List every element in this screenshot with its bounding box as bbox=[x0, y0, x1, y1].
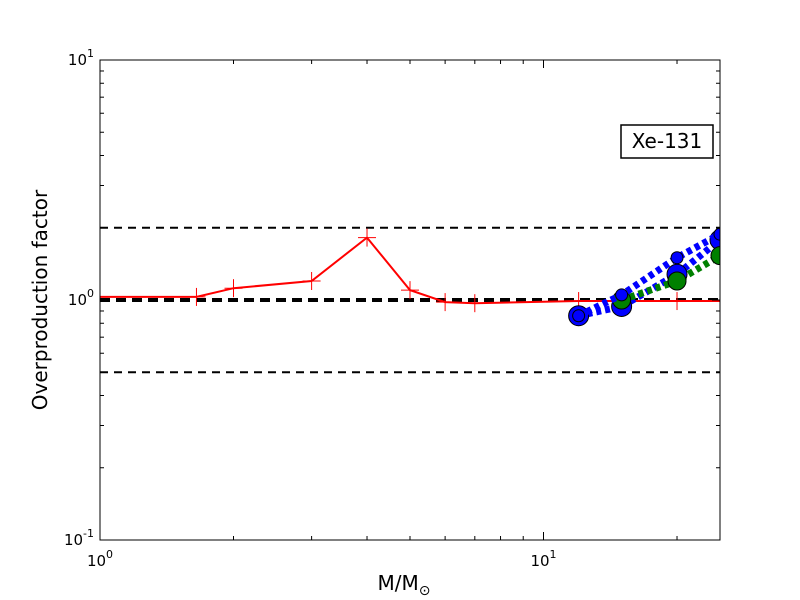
y-tick-exponent: 0 bbox=[87, 287, 94, 300]
data-point bbox=[668, 292, 687, 311]
x-axis-label: M/M⊙ bbox=[378, 571, 431, 599]
data-point bbox=[358, 228, 377, 247]
x-tick-exponent: 0 bbox=[106, 548, 113, 561]
data-point bbox=[224, 279, 243, 298]
data-point bbox=[572, 309, 586, 323]
x-axis-label-main: M/M bbox=[378, 571, 419, 595]
data-point bbox=[615, 288, 629, 302]
y-tick-base: 10 bbox=[64, 531, 83, 549]
data-point bbox=[436, 293, 455, 312]
data-point bbox=[401, 281, 419, 300]
series-4 bbox=[572, 227, 720, 323]
x-axis-label-subscript: ⊙ bbox=[419, 583, 431, 599]
data-point bbox=[711, 292, 720, 311]
annotation-label: Xe-131 bbox=[632, 129, 703, 153]
y-tick-label: 10-1 bbox=[64, 527, 94, 549]
x-tick-exponent: 1 bbox=[550, 548, 557, 561]
y-tick-label: 100 bbox=[68, 287, 94, 309]
y-tick-label: 101 bbox=[68, 47, 94, 69]
data-point bbox=[670, 251, 684, 265]
x-tick-base: 10 bbox=[87, 552, 106, 570]
data-point bbox=[302, 271, 321, 290]
y-axis-label: Overproduction factor bbox=[28, 189, 52, 410]
y-tick-exponent: -1 bbox=[83, 527, 94, 540]
y-tick-exponent: 1 bbox=[87, 47, 94, 60]
data-point bbox=[710, 246, 720, 266]
data-point bbox=[713, 227, 720, 241]
series-line bbox=[577, 237, 720, 320]
x-tick-base: 10 bbox=[530, 552, 549, 570]
x-tick-label: 100 bbox=[87, 548, 113, 570]
data-point bbox=[187, 287, 206, 306]
series-line bbox=[577, 231, 720, 319]
data-point bbox=[100, 287, 109, 306]
series-layer bbox=[100, 227, 720, 327]
data-point bbox=[465, 294, 484, 313]
annotation-frame bbox=[620, 124, 714, 159]
y-tick-base: 10 bbox=[68, 291, 87, 309]
annotation-box: Xe-131 bbox=[620, 124, 714, 159]
x-tick-label: 101 bbox=[530, 548, 556, 570]
y-tick-base: 10 bbox=[68, 51, 87, 69]
data-point bbox=[667, 271, 687, 291]
